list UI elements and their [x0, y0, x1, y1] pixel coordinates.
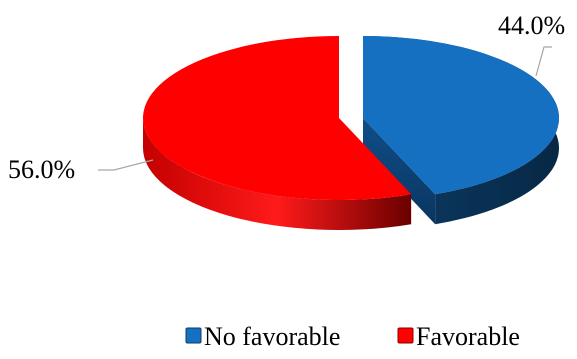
legend-swatch-favorable: [397, 327, 414, 344]
leader-line-favorable: [98, 159, 154, 171]
slice-top-favorable: [142, 36, 412, 201]
data-label-favorable: 56.0%: [8, 155, 75, 184]
legend-label-favorable: Favorable: [416, 322, 520, 351]
legend-swatch-no-favorable: [185, 327, 202, 344]
data-labels: 44.0% 56.0%: [8, 11, 565, 184]
leader-line-no-favorable: [535, 46, 552, 77]
pie-slices: [142, 36, 559, 230]
legend-item-no-favorable: No favorable: [185, 322, 340, 351]
slice-cut-face-no-favorable: [363, 118, 436, 225]
slice-top-no-favorable: [363, 36, 559, 195]
legend-label-no-favorable: No favorable: [204, 322, 340, 351]
slice-side-favorable: [143, 118, 412, 230]
legend: No favorable Favorable: [185, 322, 520, 351]
data-label-no-favorable: 44.0%: [498, 11, 565, 40]
legend-item-favorable: Favorable: [397, 322, 520, 351]
